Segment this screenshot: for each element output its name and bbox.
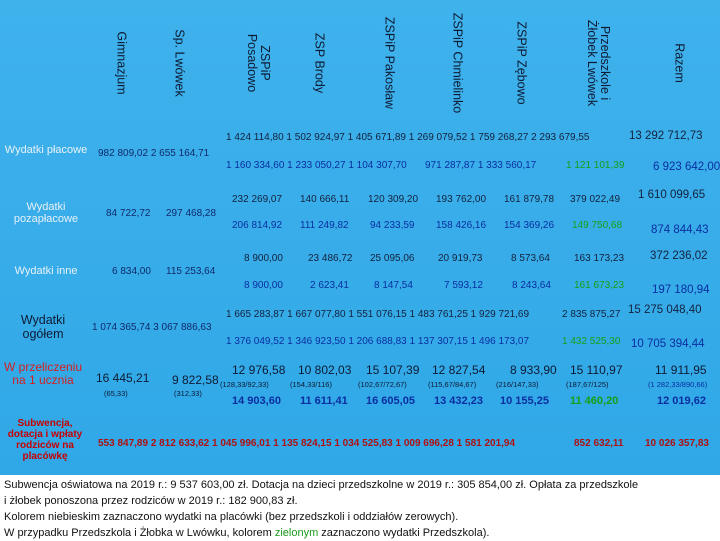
row-label-inne: Wydatki inne <box>14 265 78 277</box>
inne-bot-przedszkole: 161 673,23 <box>574 280 625 291</box>
razem-ogolem-bot: 10 705 394,44 <box>631 338 705 350</box>
przelicz-sub-1: (154,33/116) <box>290 380 332 389</box>
placowe-left-line: 982 809,02 2 655 164,71 <box>98 148 210 159</box>
inne-top-3: 20 919,73 <box>438 253 483 264</box>
ogolem-left-line: 1 074 365,74 3 067 886,63 <box>92 322 212 333</box>
przelicz-bot-4: 10 155,25 <box>500 395 549 407</box>
przelicz-top-3: 12 827,54 <box>432 363 486 377</box>
inne-left-1: 6 834,00 <box>112 266 151 277</box>
inne-bot-4: 8 243,64 <box>512 280 551 291</box>
placowe-bot-line-b: 971 287,87 1 333 560,17 <box>425 160 537 171</box>
col-header-brody: ZSP Brody <box>312 32 327 94</box>
col-header-chmielinko: ZSPiP Chmielinko <box>450 12 465 114</box>
col-header-zebowo: ZSPiP Zębowo <box>514 21 529 105</box>
col-header-pakoslaw: ZSPiP Pakosław <box>382 16 397 110</box>
ogolem-top-przedszkole: 2 835 875,27 <box>562 309 621 320</box>
razem-inne-bot: 197 180,94 <box>652 284 710 296</box>
inne-top-2: 25 095,06 <box>370 253 415 264</box>
pozaplacowe-top-3: 193 762,00 <box>436 194 487 205</box>
przelicz-top-2: 15 107,39 <box>366 363 420 377</box>
przelicz-top-0: 12 976,58 <box>232 363 286 377</box>
pozaplacowe-top-1: 140 666,11 <box>300 194 350 205</box>
col-header-sp-lwowek: Sp. Lwówek <box>172 29 187 97</box>
razem-pozaplacowe-bot: 874 844,43 <box>651 224 709 236</box>
przelicz-sub-2: (102,67/72,67) <box>358 380 407 389</box>
razem-pozaplacowe-top: 1 610 099,65 <box>638 189 706 201</box>
ogolem-bot-line: 1 376 049,52 1 346 923,50 1 206 688,83 1… <box>226 336 530 347</box>
inne-top-1: 23 486,72 <box>308 253 353 264</box>
footnote-line-4a: W przypadku Przedszkola i Żłobka w Lwówk… <box>4 527 275 539</box>
footnote-green-word: zielonym <box>274 527 319 539</box>
subwencja-razem: 10 026 357,83 <box>645 438 709 449</box>
przelicz-bot-przedszkole: 11 460,20 <box>570 395 619 407</box>
przelicz-bot-3: 13 432,23 <box>434 395 483 407</box>
pozaplacowe-left-1: 84 722,72 <box>106 208 151 219</box>
subwencja-line: 553 847,89 2 812 633,62 1 045 996,01 1 1… <box>98 438 516 449</box>
przelicz-bot-2: 16 605,05 <box>366 395 415 407</box>
razem-przelicz-top: 11 911,95 <box>655 363 707 377</box>
footnote-line-4: W przypadku Przedszkola i Żłobka w Lwówk… <box>4 525 720 541</box>
razem-inne-top: 372 236,02 <box>650 250 708 262</box>
pozaplacowe-bot-3: 158 426,16 <box>436 220 487 231</box>
col-header-posadowo: ZSPiP Posadowo <box>245 33 272 93</box>
inne-bot-1: 2 623,41 <box>310 280 349 291</box>
pozaplacowe-bot-2: 94 233,59 <box>370 220 415 231</box>
razem-ogolem-top: 15 275 048,40 <box>628 304 702 316</box>
przelicz-top-5: 15 110,97 <box>570 363 623 377</box>
inne-top-0: 8 900,00 <box>244 253 283 264</box>
przelicz-sub-5: (187,67/125) <box>566 380 609 389</box>
row-label-przelicz: W przeliczeniu na 1 ucznia <box>3 360 83 387</box>
placowe-bot-przedszkole: 1 121 101,39 <box>566 160 625 171</box>
placowe-bot-line: 1 160 334,60 1 233 050,27 1 104 307,70 <box>226 160 407 171</box>
col-header-gimnazjum: Gimnazjum <box>114 31 129 95</box>
razem-placowe-bot: 6 923 642,00 <box>653 161 720 173</box>
row-label-placowe: Wydatki płacowe <box>4 144 88 156</box>
placowe-top-line: 1 424 114,80 1 502 924,97 1 405 671,89 1… <box>226 132 590 143</box>
inne-bot-0: 8 900,00 <box>244 280 283 291</box>
przelicz-left-1: 16 445,21 <box>96 371 150 385</box>
subwencja-przedszkole: 852 632,11 <box>574 438 624 449</box>
przelicz-left-2: 9 822,58 <box>172 373 219 387</box>
przelicz-sub-4: (216/147,33) <box>496 380 539 389</box>
razem-przelicz-sub: (1 282,33/890,66) <box>648 380 708 389</box>
footnote-line-1: Subwencja oświatowa na 2019 r.: 9 537 60… <box>4 479 639 491</box>
pozaplacowe-bot-0: 206 814,92 <box>232 220 283 231</box>
inne-left-2: 115 253,64 <box>166 266 216 277</box>
przelicz-left-1-sub: (65,33) <box>104 389 128 398</box>
row-label-ogolem: Wydatki ogółem <box>20 313 66 341</box>
przelicz-bot-1: 11 611,41 <box>300 395 348 407</box>
col-header-razem: Razem <box>672 43 687 83</box>
pozaplacowe-bot-1: 111 249,82 <box>300 220 349 231</box>
przelicz-top-4: 8 933,90 <box>510 363 557 377</box>
przelicz-bot-0: 14 903,60 <box>232 395 281 407</box>
przelicz-left-2-sub: (312,33) <box>174 389 202 398</box>
inne-bot-2: 8 147,54 <box>374 280 413 291</box>
ogolem-top-line: 1 665 283,87 1 667 077,80 1 551 076,15 1… <box>226 309 530 320</box>
inne-top-4: 8 573,64 <box>511 253 550 264</box>
footnote: Subwencja oświatowa na 2019 r.: 9 537 60… <box>0 475 720 540</box>
razem-przelicz-bot: 12 019,62 <box>657 395 706 407</box>
pozaplacowe-top-0: 232 269,07 <box>232 194 283 205</box>
przelicz-sub-3: (115,67/84,67) <box>428 380 477 389</box>
inne-top-5: 163 173,23 <box>574 253 625 264</box>
pozaplacowe-top-2: 120 309,20 <box>368 194 419 205</box>
pozaplacowe-bot-przedszkole: 149 750,68 <box>572 220 623 231</box>
pozaplacowe-top-5: 379 022,49 <box>570 194 621 205</box>
row-label-subwencja: Subwencja, dotacja i wpłaty rodziców na … <box>7 418 83 462</box>
inne-bot-3: 7 593,12 <box>444 280 483 291</box>
pozaplacowe-left-2: 297 468,28 <box>166 208 217 219</box>
razem-placowe-top: 13 292 712,73 <box>629 130 703 142</box>
przelicz-sub-0: (128,33/92,33) <box>220 380 269 389</box>
footnote-line-2: i żłobek ponoszona przez rodziców w 2019… <box>4 495 298 507</box>
ogolem-bot-przedszkole: 1 432 525,30 <box>562 336 621 347</box>
footnote-line-3: Kolorem niebieskim zaznaczono wydatki na… <box>4 511 459 523</box>
footnote-line-4c: zaznaczono wydatki Przedszkola). <box>318 527 490 539</box>
przelicz-top-1: 10 802,03 <box>298 363 352 377</box>
col-header-przedszkole: Przedszkole i Żłobek Lwówek <box>585 19 612 107</box>
pozaplacowe-bot-4: 154 369,26 <box>504 220 555 231</box>
row-label-pozaplacowe: Wydatki pozapłacowe <box>13 201 79 225</box>
pozaplacowe-top-4: 161 879,78 <box>504 194 555 205</box>
